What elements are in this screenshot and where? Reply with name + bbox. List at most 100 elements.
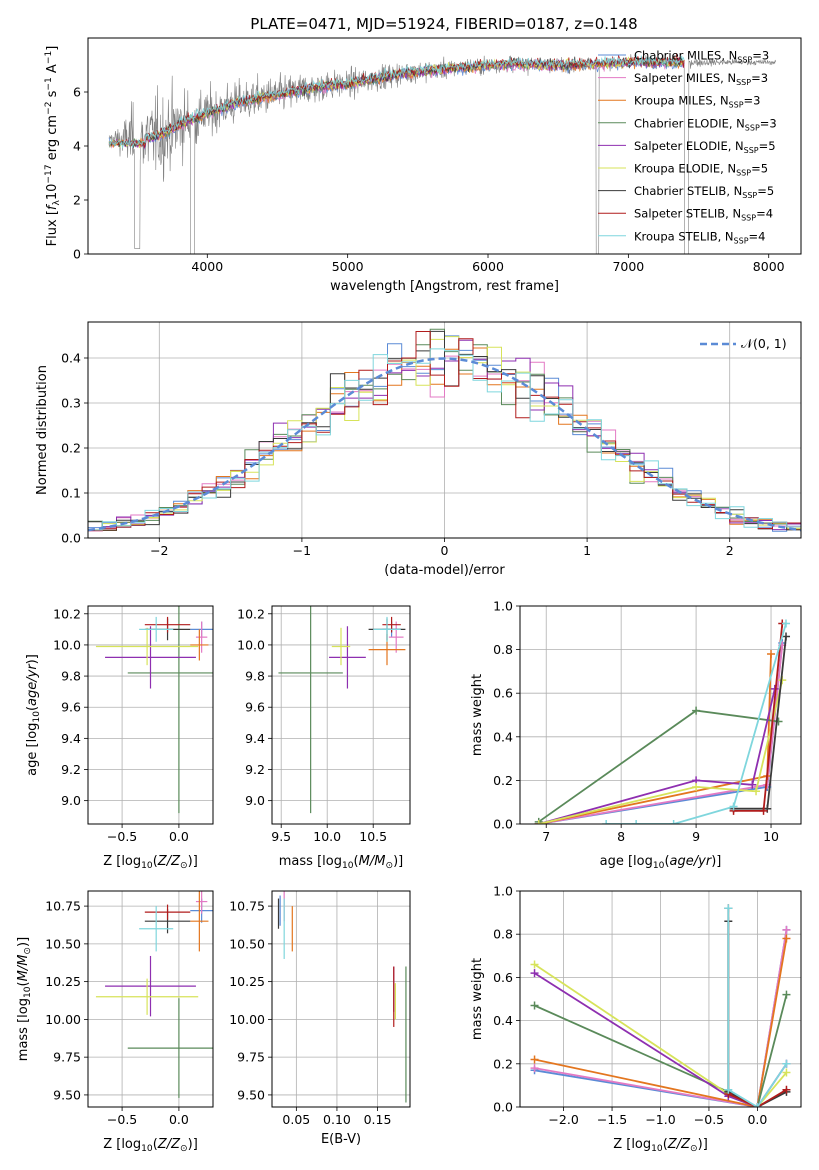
age_vs_mass-xtick-label-1: 10.0 [313, 829, 341, 844]
mass_vs_Z-point-salpeter-elodie [105, 955, 196, 1017]
mass-weight-vs-z-ylabel: mass weight [470, 958, 485, 1040]
age_vs_Z-frame [87, 605, 214, 825]
age_vs_Z-ytick-label-2: 9.4 [61, 731, 81, 746]
mass_vs_ebv-ytick-label-1: 9.75 [237, 1050, 265, 1065]
mass_vs_Z-point-kroupa-elodie [95, 978, 199, 1015]
mass_weight_vs_age-ytick-label-5: 1.0 [493, 599, 513, 614]
mass_weight_vs_Z-panel: −2.0 −1.5 −1.0 −0.5 0.0 0.0 0.2 0.4 0.6 0.8 1.0 Z [… [470, 884, 802, 1154]
age_vs_Z-xtick-label-0: −0.5 [107, 829, 137, 844]
age_vs_mass-point-kroupa-elodie [331, 627, 351, 666]
mass_weight_vs_Z-frame [519, 890, 802, 1108]
mass_vs_ebv-ytick-label-4: 10.50 [229, 936, 265, 951]
mass_weight_vs_Z-marker-salpeter-elodie-0 [530, 969, 539, 978]
mass_weight_vs_age-xtick-label-0: 7 [542, 829, 550, 844]
residuals-ylabel: Normed distribution [35, 365, 50, 495]
mass_weight_vs_Z-xtick-label-1: −1.5 [597, 1112, 627, 1127]
mass_vs_ebv-ytick-label-2: 10.00 [229, 1012, 265, 1027]
age_vs_mass-ytick-label-2: 9.4 [245, 731, 265, 746]
age-vs-mass-xlabel: mass [log10(M/M⊙)] [279, 854, 403, 871]
age_vs_Z-ytick-label-1: 9.2 [61, 762, 81, 777]
mass_weight_vs_Z-marker-kroupa-stelib-2 [753, 1103, 762, 1107]
mass_vs_Z-ytick-label-3: 10.25 [45, 974, 81, 989]
residuals-xtick-label-1: −1 [293, 543, 311, 558]
mass_weight_vs_Z-marker-kroupa-stelib-1 [724, 1085, 733, 1094]
mass_vs_ebv-ytick-label-5: 10.75 [229, 899, 265, 914]
age_vs_mass-plot-area [278, 606, 406, 814]
age_vs_mass-point-salpeter-stelib [382, 616, 401, 633]
mass_weight_vs_age-frame [519, 605, 802, 825]
mass_weight_vs_age-marker-kroupa-stelib-2 [669, 820, 678, 824]
mass-weight-vs-age-xlabel: age [log10(age/yr)] [600, 854, 722, 871]
residuals-hist-salpeter-stelib [88, 331, 801, 532]
mass_vs_Z-xtick-label-1: 0.0 [169, 1112, 189, 1127]
spectrum-panel: 4000 5000 6000 7000 8000 0 2 4 6 wavelength [Angs… [44, 37, 802, 294]
age_vs_Z-point-salpeter-stelib [144, 616, 191, 633]
mass_weight_vs_age-series-salpeter-elodie [534, 684, 779, 824]
age_vs_mass-point-salpeter-miles [388, 621, 404, 653]
spectrum-frame [87, 37, 802, 255]
mass_vs_ebv-panel: 0.05 0.10 0.15 9.50 9.75 10.00 10.25 10.50 10.75… [229, 890, 411, 1147]
residuals-xtick-label-4: 2 [726, 543, 734, 558]
age_vs_Z-point-kroupa-miles [190, 629, 209, 661]
mass_weight_vs_age-marker-salpeter-stelib-1 [759, 806, 768, 815]
age_vs_mass-panel: 9.5 10.0 10.5 9.0 9.2 9.4 9.6 9.8 10.0 10.2 mass [… [237, 605, 411, 871]
mass-weight-vs-age-ylabel: mass weight [470, 674, 485, 756]
age_vs_mass-point-salpeter-elodie [329, 626, 366, 689]
spectrum-legend-label-chabrier-stelib: Chabrier STELIB, NSSP=5 [634, 184, 774, 200]
mass_weight_vs_age-series-kroupa-stelib [602, 619, 791, 824]
mass_weight_vs_Z-ytick-label-3: 0.6 [493, 970, 513, 985]
mass_vs_ebv-frame [271, 890, 411, 1108]
mass_weight_vs_age-xtick-label-1: 8 [617, 829, 625, 844]
mass_weight_vs_Z-marker-salpeter-miles-0 [530, 1064, 539, 1073]
mass_weight_vs_Z-xtick-label-3: −0.5 [694, 1112, 724, 1127]
mass_weight_vs_Z-marker-salpeter-miles-2 [782, 925, 791, 934]
mass-weight-vs-z-xlabel: Z [log10(Z/Z⊙)] [613, 1137, 708, 1154]
mass_weight_vs_Z-marker-chabrier-elodie-3 [782, 990, 791, 999]
age_vs_Z-ytick-label-0: 9.0 [61, 793, 81, 808]
mass_vs_Z-xtick-label-0: −0.5 [107, 1112, 137, 1127]
spectrum-xtick-label-2: 6000 [472, 259, 504, 274]
age_vs_mass-xtick-label-0: 9.5 [271, 829, 291, 844]
spectrum-legend-label-kroupa-miles: Kroupa MILES, NSSP=3 [634, 94, 760, 110]
age_vs_Z-xtick-label-1: 0.0 [169, 829, 189, 844]
mass_weight_vs_age-marker-chabrier-elodie-2 [774, 717, 783, 726]
spectrum-legend-label-kroupa-elodie: Kroupa ELODIE, NSSP=5 [634, 162, 768, 178]
age_vs_mass-ytick-label-5: 10.0 [237, 637, 265, 652]
spectrum-xtick-label-4: 8000 [753, 259, 785, 274]
spectrum-model-kroupa-stelib [108, 54, 685, 149]
spectrum-ytick-label-2: 4 [73, 139, 81, 154]
spectrum-legend-label-chabrier-miles: Chabrier MILES, NSSP=3 [634, 49, 769, 65]
mass_weight_vs_age-marker-kroupa-stelib-4 [782, 619, 791, 628]
residuals-hist-kroupa-stelib [88, 348, 801, 531]
age_vs_Z-point-kroupa-stelib [139, 616, 174, 642]
residuals-frame [87, 321, 802, 539]
spectrum-ylabel: Flux [fλ10−17 erg cm−2 s−1 A−1] [44, 46, 62, 247]
mass_weight_vs_age-marker-kroupa-elodie-2 [752, 787, 761, 796]
mass_vs_Z-point-kroupa-stelib [139, 906, 174, 952]
age_vs_Z-ytick-label-5: 10.0 [53, 637, 81, 652]
spectrum-legend-label-salpeter-elodie: Salpeter ELODIE, NSSP=5 [634, 139, 776, 155]
mass_vs_ebv-plot-area [277, 891, 407, 1103]
mass_weight_vs_age-marker-kroupa-stelib-1 [632, 820, 641, 824]
residuals-ytick-label-3: 0.3 [61, 396, 81, 411]
mass_vs_ebv-xtick-label-0: 0.05 [282, 1112, 310, 1127]
spectrum-xlabel: wavelength [Angstrom, rest frame] [330, 279, 559, 294]
mass_weight_vs_age-xtick-label-2: 9 [692, 829, 700, 844]
mass_weight_vs_age-ytick-label-0: 0.0 [493, 817, 513, 832]
mass_vs_Z-frame [87, 890, 214, 1108]
spectrum-legend-label-salpeter-miles: Salpeter MILES, NSSP=3 [634, 71, 768, 87]
residuals-xlabel: (data-model)/error [384, 563, 505, 578]
age_vs_mass-ytick-label-4: 9.8 [245, 669, 265, 684]
residuals-panel: −2 −1 0 1 2 0.0 0.1 0.2 0.3 0.4 (data-model)/error… [35, 321, 802, 578]
mass_weight_vs_age-ytick-label-3: 0.6 [493, 686, 513, 701]
spectrum-ytick-label-3: 6 [73, 85, 81, 100]
mass_vs_Z-ytick-label-2: 10.00 [45, 1012, 81, 1027]
age_vs_mass-point-kroupa-stelib [373, 616, 401, 642]
mass_weight_vs_Z-marker-kroupa-elodie-0 [530, 960, 539, 969]
mass_weight_vs_Z-marker-salpeter-stelib-3 [782, 1085, 791, 1094]
mass_weight_vs_Z-ytick-label-4: 0.8 [493, 927, 513, 942]
mass_weight_vs_age-marker-salpeter-elodie-2 [748, 780, 757, 789]
mass_weight_vs_age-series-salpeter-miles [534, 641, 787, 824]
mass_weight_vs_Z-marker-kroupa-miles-0 [530, 1055, 539, 1064]
mass_vs_Z-ytick-label-1: 9.75 [53, 1050, 81, 1065]
